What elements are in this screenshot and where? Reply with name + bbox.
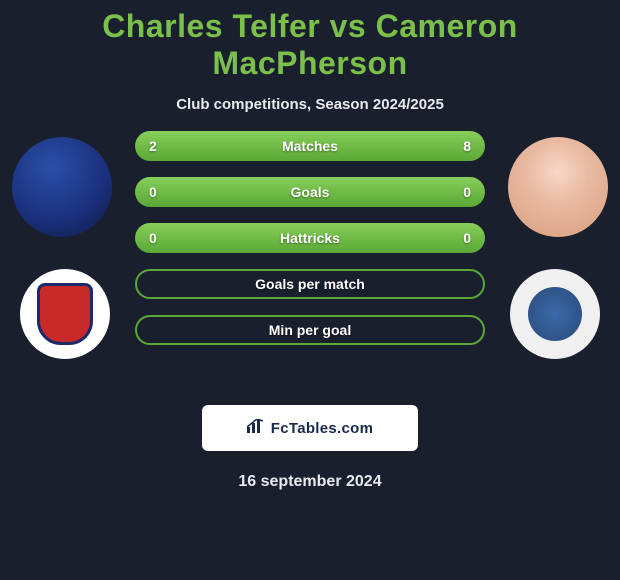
stat-value-right: 0	[463, 184, 471, 200]
stat-label: Min per goal	[137, 322, 483, 338]
stat-value-right: 8	[463, 138, 471, 154]
comparison-title: Charles Telfer vs Cameron MacPherson	[0, 0, 620, 82]
stat-row-matches: 2 Matches 8	[135, 131, 485, 161]
player-avatar-right	[508, 137, 608, 237]
stat-row-goals: 0 Goals 0	[135, 177, 485, 207]
stat-row-min-per-goal: Min per goal	[135, 315, 485, 345]
player-avatar-left	[12, 137, 112, 237]
bar-chart-icon	[247, 419, 265, 438]
club-badge-right	[510, 269, 600, 359]
stat-label: Goals	[135, 184, 485, 200]
stat-rows: 2 Matches 8 0 Goals 0 0 Hattricks 0 Goal…	[135, 131, 485, 361]
branding-box: FcTables.com	[202, 405, 418, 451]
club-badge-left	[20, 269, 110, 359]
stat-label: Matches	[135, 138, 485, 154]
comparison-date: 16 september 2024	[0, 473, 620, 491]
stat-value-right: 0	[463, 230, 471, 246]
comparison-panel: 2 Matches 8 0 Goals 0 0 Hattricks 0 Goal…	[0, 141, 620, 411]
stat-label: Goals per match	[137, 276, 483, 292]
season-subtitle: Club competitions, Season 2024/2025	[0, 96, 620, 113]
stat-row-hattricks: 0 Hattricks 0	[135, 223, 485, 253]
stat-label: Hattricks	[135, 230, 485, 246]
branding-label: FcTables.com	[271, 420, 374, 437]
stat-row-goals-per-match: Goals per match	[135, 269, 485, 299]
